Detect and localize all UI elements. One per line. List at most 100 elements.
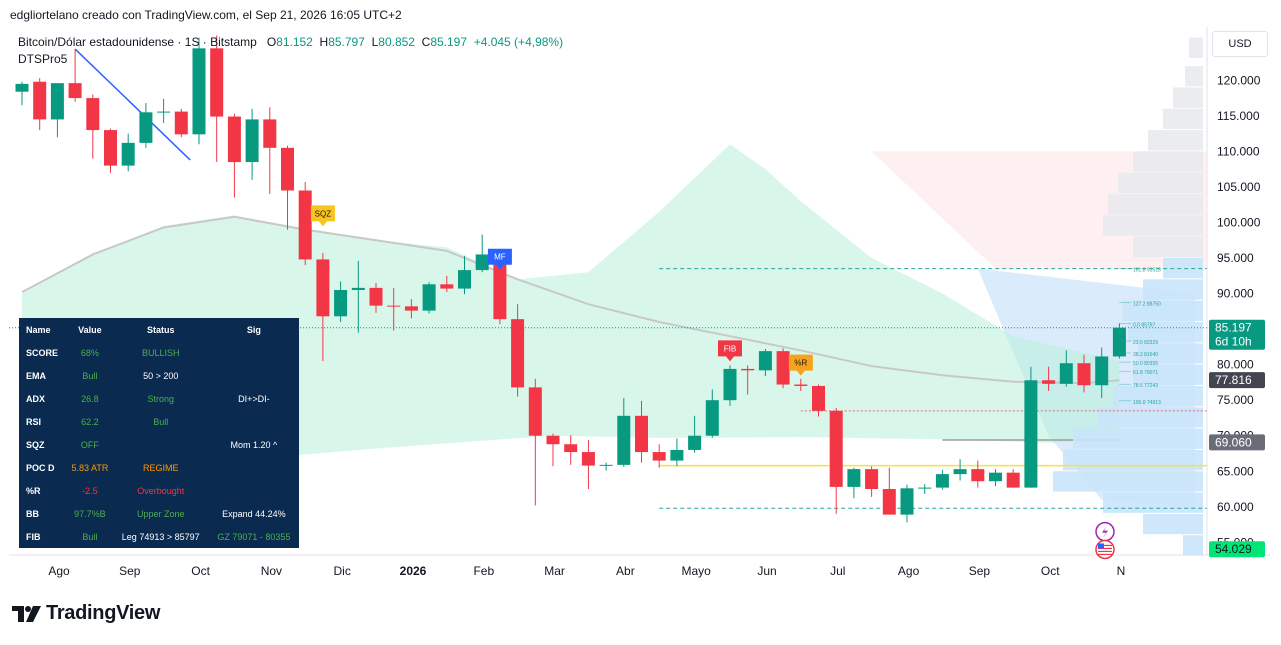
- candle-body[interactable]: [316, 259, 330, 317]
- candle-body[interactable]: [458, 270, 471, 289]
- candle-body[interactable]: [475, 254, 489, 271]
- candle-body[interactable]: [245, 119, 259, 163]
- candle-body[interactable]: [670, 449, 684, 461]
- candle-body[interactable]: [227, 116, 241, 163]
- signal-badge[interactable]: [788, 354, 813, 376]
- volume-profile-bar: [1098, 407, 1203, 428]
- candle-body[interactable]: [281, 147, 294, 191]
- high-label: H: [319, 35, 329, 49]
- candle-body[interactable]: [121, 142, 135, 166]
- candle-body[interactable]: [210, 48, 224, 117]
- candle-body[interactable]: [68, 83, 82, 99]
- candle-body[interactable]: [511, 319, 525, 388]
- close-label: C: [421, 35, 431, 49]
- table-row: BB 97.7%B Upper Zone Expand 44.24%: [19, 502, 299, 525]
- row-name: %R: [26, 485, 41, 496]
- candle-body[interactable]: [15, 83, 29, 92]
- candle-body[interactable]: [989, 472, 1002, 482]
- row-value: 97.7%B: [74, 508, 106, 519]
- table-row: %R -2.5 Overbought: [19, 479, 299, 502]
- candle-body[interactable]: [776, 351, 790, 385]
- candle-body[interactable]: [758, 351, 772, 371]
- price-change: +4.045 (+4,98%): [473, 35, 564, 49]
- candle-body[interactable]: [174, 111, 188, 135]
- candle-body[interactable]: [599, 464, 613, 466]
- volume-profile-bar: [1183, 535, 1203, 556]
- candle-body[interactable]: [581, 452, 595, 466]
- candle-body[interactable]: [812, 385, 825, 411]
- signal-badge-label: FIB: [724, 344, 736, 353]
- currency-button[interactable]: USD: [1212, 31, 1268, 57]
- candle-body[interactable]: [705, 400, 719, 436]
- candle-body[interactable]: [263, 119, 277, 148]
- candle-body[interactable]: [387, 305, 401, 307]
- candle-body[interactable]: [741, 368, 755, 371]
- candle-body[interactable]: [86, 98, 100, 131]
- candle-body[interactable]: [422, 284, 436, 311]
- signal-badge[interactable]: [718, 340, 742, 362]
- candle-body[interactable]: [688, 435, 702, 450]
- fib-level-label: 23.6 83329: [1133, 340, 1158, 346]
- row-value: Bull: [82, 531, 98, 542]
- indicator-name[interactable]: DTSPro5: [18, 52, 68, 66]
- candle-body[interactable]: [829, 410, 843, 487]
- symbol-name[interactable]: Bitcoin/Dólar estadounidense · 1S · Bits…: [18, 35, 257, 49]
- candle-body[interactable]: [369, 287, 383, 306]
- x-axis-tick-label: Jun: [757, 564, 776, 578]
- candle-body[interactable]: [157, 111, 171, 113]
- candle-body[interactable]: [1077, 363, 1091, 386]
- row-status: Strong: [147, 393, 174, 404]
- candle-body[interactable]: [635, 415, 648, 453]
- candle-body[interactable]: [192, 48, 206, 135]
- candle-body[interactable]: [139, 112, 153, 143]
- tradingview-logo[interactable]: TradingView: [12, 602, 160, 625]
- candle-body[interactable]: [104, 130, 117, 166]
- x-axis-tick-label: Mayo: [682, 564, 712, 578]
- candle-body[interactable]: [617, 415, 631, 465]
- x-axis-tick-label: Dic: [334, 564, 351, 578]
- close-value: 85.197: [430, 35, 468, 49]
- candle-body[interactable]: [334, 290, 348, 317]
- candle-body[interactable]: [1024, 380, 1038, 488]
- signal-badge[interactable]: [310, 205, 335, 227]
- signal-badge[interactable]: [487, 248, 512, 270]
- candle-body[interactable]: [953, 469, 967, 475]
- volume-profile-bar: [1143, 279, 1203, 300]
- y-axis-tick-label: 60.000: [1217, 500, 1254, 514]
- candle-body[interactable]: [1059, 363, 1073, 384]
- candle-body[interactable]: [847, 469, 861, 487]
- volume-profile-bar: [1128, 321, 1203, 343]
- candle-body[interactable]: [546, 435, 560, 445]
- candle-body[interactable]: [33, 81, 47, 120]
- candle-body[interactable]: [1042, 380, 1056, 384]
- candle-body[interactable]: [1112, 327, 1126, 357]
- candle-body[interactable]: [50, 83, 64, 120]
- candle-body[interactable]: [404, 306, 418, 311]
- row-name: POC D: [26, 462, 55, 473]
- candle-body[interactable]: [440, 284, 454, 289]
- candle-body[interactable]: [794, 384, 808, 386]
- candle-body[interactable]: [493, 254, 507, 320]
- candle-body[interactable]: [900, 488, 914, 515]
- candle-body[interactable]: [298, 190, 312, 260]
- candle-body[interactable]: [528, 387, 542, 436]
- x-axis-tick-label: Oct: [191, 564, 210, 578]
- candle-body[interactable]: [918, 487, 932, 489]
- candle-body[interactable]: [1006, 472, 1020, 488]
- candle-body[interactable]: [882, 489, 896, 515]
- candle-body[interactable]: [971, 469, 985, 482]
- candle-body[interactable]: [1095, 356, 1109, 386]
- row-signal: Mom 1.20 ^: [230, 439, 278, 450]
- volume-profile-bar: [1163, 108, 1203, 130]
- trend-line[interactable]: [74, 48, 191, 161]
- candle-body[interactable]: [652, 452, 666, 461]
- row-value: 5.83 ATR: [71, 462, 109, 473]
- candle-body[interactable]: [935, 474, 949, 488]
- candle-body[interactable]: [564, 444, 578, 453]
- fib-level-label: 61.8 79071: [1133, 370, 1158, 376]
- candle-body[interactable]: [723, 368, 737, 401]
- us-flag-event-icon[interactable]: [1095, 539, 1115, 560]
- candle-body[interactable]: [351, 287, 365, 290]
- candle-body[interactable]: [865, 469, 879, 490]
- volume-profile-bar: [1185, 66, 1203, 87]
